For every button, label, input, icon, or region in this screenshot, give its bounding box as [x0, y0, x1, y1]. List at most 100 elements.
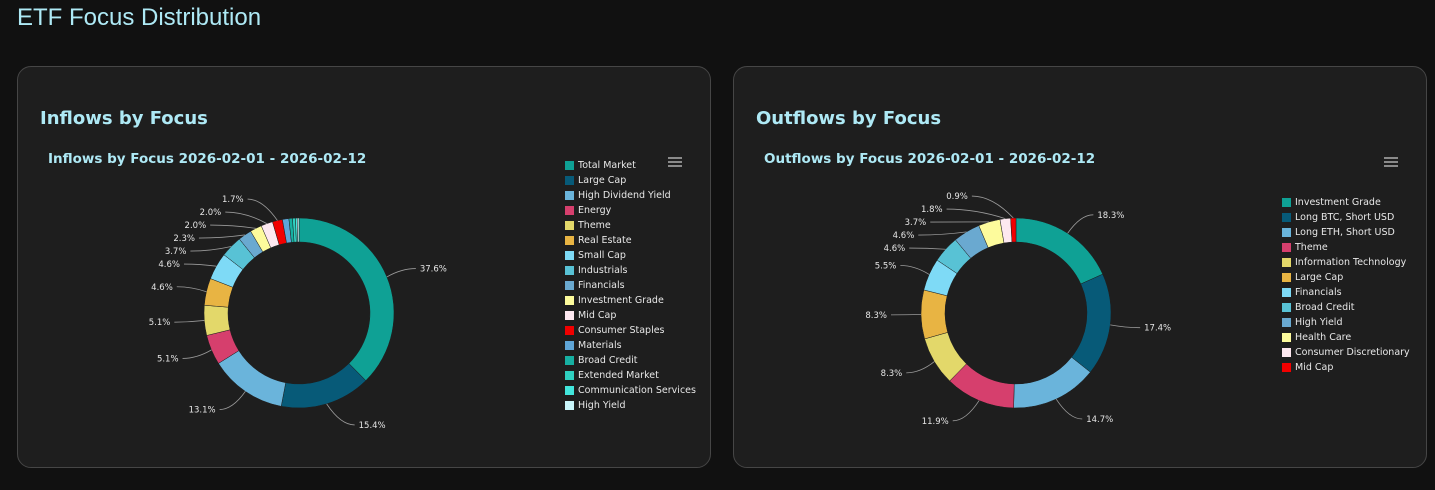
- legend-swatch: [565, 281, 574, 290]
- legend-item[interactable]: Energy: [565, 203, 696, 218]
- legend-item[interactable]: Theme: [1282, 240, 1410, 255]
- legend-label: Consumer Staples: [578, 325, 665, 336]
- slice-theme[interactable]: [203, 304, 231, 336]
- card-title: Inflows by Focus: [40, 108, 208, 129]
- legend-item[interactable]: Long ETH, Short USD: [1282, 225, 1410, 240]
- legend-swatch: [1282, 243, 1291, 252]
- legend-item[interactable]: Large Cap: [1282, 270, 1410, 285]
- legend-swatch: [565, 236, 574, 245]
- legend-label: Broad Credit: [578, 355, 638, 366]
- data-label: 4.6%: [884, 244, 906, 254]
- data-label: 4.6%: [151, 283, 173, 293]
- data-label: 5.5%: [875, 262, 897, 272]
- data-label: 1.7%: [222, 195, 244, 205]
- legend-swatch: [1282, 258, 1291, 267]
- data-label: 5.1%: [157, 354, 179, 364]
- legend-item[interactable]: Industrials: [565, 263, 696, 278]
- legend-item[interactable]: Communication Services: [565, 383, 696, 398]
- legend-swatch: [1282, 333, 1291, 342]
- legend-item[interactable]: Mid Cap: [565, 308, 696, 323]
- legend-item[interactable]: Financials: [1282, 285, 1410, 300]
- legend-item[interactable]: Broad Credit: [1282, 300, 1410, 315]
- label-connector: [946, 208, 1006, 219]
- slice-long-btc-short-usd[interactable]: [1071, 273, 1112, 373]
- label-connector: [198, 234, 245, 239]
- legend-item[interactable]: Theme: [565, 218, 696, 233]
- legend-swatch: [565, 401, 574, 410]
- data-label: 3.7%: [165, 247, 187, 257]
- legend-item[interactable]: Consumer Staples: [565, 323, 696, 338]
- legend-item[interactable]: Investment Grade: [1282, 195, 1410, 210]
- slice-mid-cap[interactable]: [1010, 217, 1017, 243]
- label-connector: [247, 198, 278, 221]
- legend-swatch: [1282, 348, 1291, 357]
- legend-item[interactable]: High Yield: [1282, 315, 1410, 330]
- legend-label: Information Technology: [1295, 257, 1407, 268]
- legend-label: Large Cap: [1295, 272, 1344, 283]
- legend-item[interactable]: Extended Market: [565, 368, 696, 383]
- legend-label: Communication Services: [578, 385, 696, 396]
- legend-label: Long ETH, Short USD: [1295, 227, 1395, 238]
- legend-label: Materials: [578, 340, 622, 351]
- slice-long-eth-short-usd[interactable]: [1013, 356, 1091, 409]
- slice-high-dividend-yield[interactable]: [218, 350, 286, 407]
- legend-item[interactable]: Long BTC, Short USD: [1282, 210, 1410, 225]
- data-label: 8.3%: [865, 311, 887, 321]
- label-connector: [210, 224, 256, 229]
- hamburger-menu-icon[interactable]: [1384, 157, 1398, 168]
- data-label: 18.3%: [1097, 211, 1124, 221]
- label-connector: [1110, 324, 1141, 329]
- outflows-legend: Investment Grade Long BTC, Short USD Long …: [1282, 195, 1410, 375]
- legend-item[interactable]: Financials: [565, 278, 696, 293]
- legend-item[interactable]: Total Market: [565, 158, 696, 173]
- label-connector: [386, 268, 416, 278]
- legend-label: Investment Grade: [1295, 197, 1381, 208]
- legend-label: High Yield: [1295, 317, 1343, 328]
- legend-item[interactable]: Investment Grade: [565, 293, 696, 308]
- hamburger-menu-icon[interactable]: [668, 157, 682, 168]
- legend-label: Mid Cap: [578, 310, 617, 321]
- legend-swatch: [565, 311, 574, 320]
- legend-item[interactable]: Information Technology: [1282, 255, 1410, 270]
- inflows-card: Inflows by Focus Inflows by Focus 2026-0…: [17, 66, 711, 468]
- legend-swatch: [1282, 288, 1291, 297]
- label-connector: [900, 265, 930, 275]
- legend-item[interactable]: Materials: [565, 338, 696, 353]
- legend-swatch: [565, 191, 574, 200]
- outflows-card: Outflows by Focus Outflows by Focus 2026…: [733, 66, 1427, 468]
- legend-item[interactable]: Small Cap: [565, 248, 696, 263]
- legend-item[interactable]: Mid Cap: [1282, 360, 1410, 375]
- legend-item[interactable]: High Dividend Yield: [565, 188, 696, 203]
- label-connector: [183, 263, 217, 267]
- legend-item[interactable]: Health Care: [1282, 330, 1410, 345]
- card-title: Outflows by Focus: [756, 108, 942, 129]
- slice-total-market[interactable]: [298, 217, 395, 381]
- legend-swatch: [565, 266, 574, 275]
- slice-investment-grade[interactable]: [1015, 217, 1104, 285]
- legend-swatch: [565, 161, 574, 170]
- legend-swatch: [565, 251, 574, 260]
- slice-large-cap[interactable]: [280, 363, 367, 409]
- label-connector: [176, 286, 207, 293]
- legend-swatch: [565, 371, 574, 380]
- legend-item[interactable]: Large Cap: [565, 173, 696, 188]
- label-connector: [182, 349, 212, 359]
- inflows-donut-chart: 37.6% 15.4% 13.1% 5.1% 5.1% 4.6% 4.6% 3.7% 2.3% 2…: [149, 195, 447, 431]
- legend-label: Financials: [578, 280, 625, 291]
- data-label: 5.1%: [149, 318, 171, 328]
- data-label: 0.9%: [946, 192, 968, 202]
- legend-item[interactable]: Broad Credit: [565, 353, 696, 368]
- legend-label: Financials: [1295, 287, 1342, 298]
- label-connector: [971, 195, 1014, 219]
- data-label: 2.3%: [173, 234, 195, 244]
- legend-swatch: [565, 296, 574, 305]
- legend-item[interactable]: Real Estate: [565, 233, 696, 248]
- slice-high-yield[interactable]: [296, 217, 300, 243]
- legend-swatch: [1282, 228, 1291, 237]
- legend-label: Small Cap: [578, 250, 626, 261]
- slice-large-cap[interactable]: [920, 289, 949, 340]
- label-connector: [906, 361, 935, 374]
- legend-item[interactable]: Consumer Discretionary: [1282, 345, 1410, 360]
- legend-item[interactable]: High Yield: [565, 398, 696, 413]
- data-label: 17.4%: [1144, 324, 1171, 334]
